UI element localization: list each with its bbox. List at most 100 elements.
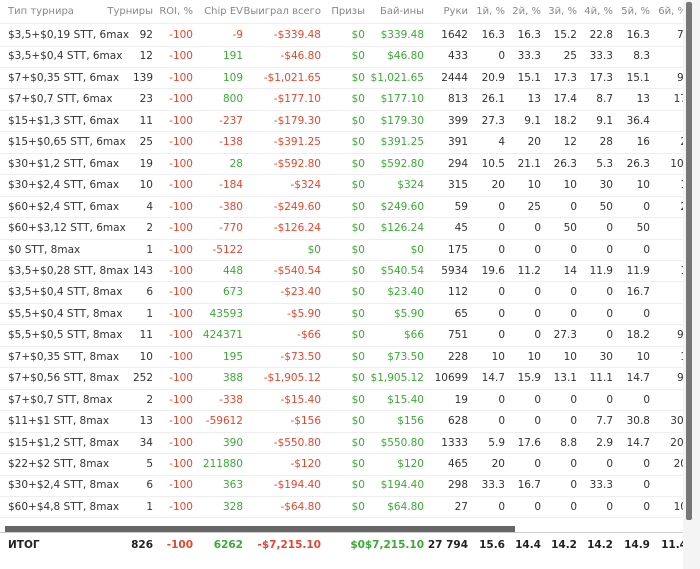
cell: 50 (599, 200, 613, 213)
cell: -$179.30 (273, 114, 321, 127)
cell: $391.25 (380, 136, 424, 149)
cell: 9. (676, 71, 683, 84)
cell: -$391.25 (273, 136, 321, 149)
cell: 27.3 (481, 114, 505, 127)
cell: 13.1 (553, 372, 577, 385)
cell: 0 (643, 307, 650, 320)
cell: -59612 (205, 415, 243, 428)
cell: 0 (606, 329, 613, 342)
row-divider (0, 324, 683, 326)
column-header: Турниры (107, 6, 153, 17)
cell: 5.9 (488, 436, 505, 449)
column-header: 1й, % (476, 6, 505, 17)
cell: 0 (498, 286, 505, 299)
column-header: 2й, % (512, 6, 541, 17)
cell: 1642 (441, 29, 468, 41)
cell: $0 (351, 243, 365, 256)
cell: 0 (534, 222, 541, 235)
cell: 0 (570, 286, 577, 299)
cell: -100 (169, 436, 193, 449)
cell: -9 (232, 29, 243, 41)
total-cell: 14.9 (624, 539, 650, 551)
cell: 8.3 (633, 50, 650, 63)
cell: $15+$0,65 STT, 6max (8, 136, 126, 149)
cell: 363 (222, 479, 243, 492)
cell: $64.80 (387, 500, 424, 513)
cell: 0 (498, 50, 505, 63)
h-scrollbar[interactable] (5, 526, 515, 532)
cell: $0 (351, 286, 365, 299)
cell: 800 (222, 93, 243, 106)
cell: $0 (351, 329, 365, 342)
cell: 10 (636, 350, 650, 363)
cell: 328 (222, 500, 243, 513)
cell: $3,5+$0,28 STT, 8max (8, 264, 130, 277)
cell: 2 (680, 135, 683, 149)
cell: -100 (169, 114, 193, 127)
cell: -100 (169, 329, 193, 342)
column-header: 5й, % (621, 6, 650, 17)
cell: $46.80 (387, 50, 424, 63)
cell: 10 (139, 179, 153, 192)
cell: 19 (454, 393, 468, 406)
cell: -100 (169, 222, 193, 235)
column-header: Бай-ины (379, 6, 424, 17)
cell: 1 (680, 178, 683, 192)
cell: 0 (498, 243, 505, 256)
cell: -$177.10 (273, 93, 321, 106)
row-divider (0, 23, 683, 24)
cell: 0 (606, 458, 613, 470)
cell: 27 (454, 500, 468, 513)
cell: $7+$0,35 STT, 6max (8, 71, 120, 84)
cell: 10 (563, 350, 577, 363)
cell: 36.4 (626, 114, 650, 127)
cell: -$339.48 (273, 29, 321, 41)
cell: $592.80 (380, 157, 424, 170)
cell: 30 (599, 179, 613, 192)
cell: 2444 (441, 71, 468, 84)
cell: 20 (491, 179, 505, 192)
total-cell: 11.4 (661, 539, 683, 551)
cell: 15.1 (626, 71, 650, 84)
cell: 388 (222, 372, 243, 385)
cell: -$156 (290, 415, 321, 428)
cell: 18.2 (626, 329, 650, 342)
row-divider (0, 109, 683, 111)
cell: $5,5+$0,4 STT, 8max (8, 307, 123, 320)
cell: 13 (527, 93, 541, 106)
cell: 0 (606, 286, 613, 299)
v-scrollbar[interactable] (686, 2, 692, 520)
cell: $0 (351, 29, 365, 41)
cell: 298 (447, 479, 468, 492)
cell: -100 (169, 264, 193, 277)
cell: 14.7 (626, 436, 650, 449)
cell: $7+$0,56 STT, 8max (8, 372, 120, 385)
cell: 12 (563, 136, 577, 149)
cell: 0 (606, 243, 613, 256)
cell: -5122 (212, 243, 243, 256)
cell: 1333 (441, 436, 468, 449)
cell: -380 (219, 200, 243, 213)
cell: 33.3 (517, 50, 541, 63)
total-cell: 14.4 (515, 539, 541, 551)
cell: $0 (351, 50, 365, 63)
cell: -$126.24 (273, 222, 321, 235)
cell: -$64.80 (280, 500, 321, 513)
cell: 673 (222, 286, 243, 299)
cell: 9.1 (524, 114, 541, 127)
cell: 465 (447, 458, 468, 470)
cell: -$324 (290, 179, 321, 192)
cell: $0 (351, 479, 365, 492)
cell: 28 (599, 136, 613, 149)
cell: -237 (219, 114, 243, 127)
cell: 11 (139, 329, 153, 342)
column-header: Призы (331, 6, 365, 17)
cell: 0 (570, 415, 577, 428)
row-divider (0, 238, 683, 240)
cell: 1 (680, 264, 683, 278)
cell: 5 (146, 458, 153, 470)
cell: 45 (454, 222, 468, 235)
cell: -100 (169, 307, 193, 320)
cell: $540.54 (380, 264, 424, 277)
